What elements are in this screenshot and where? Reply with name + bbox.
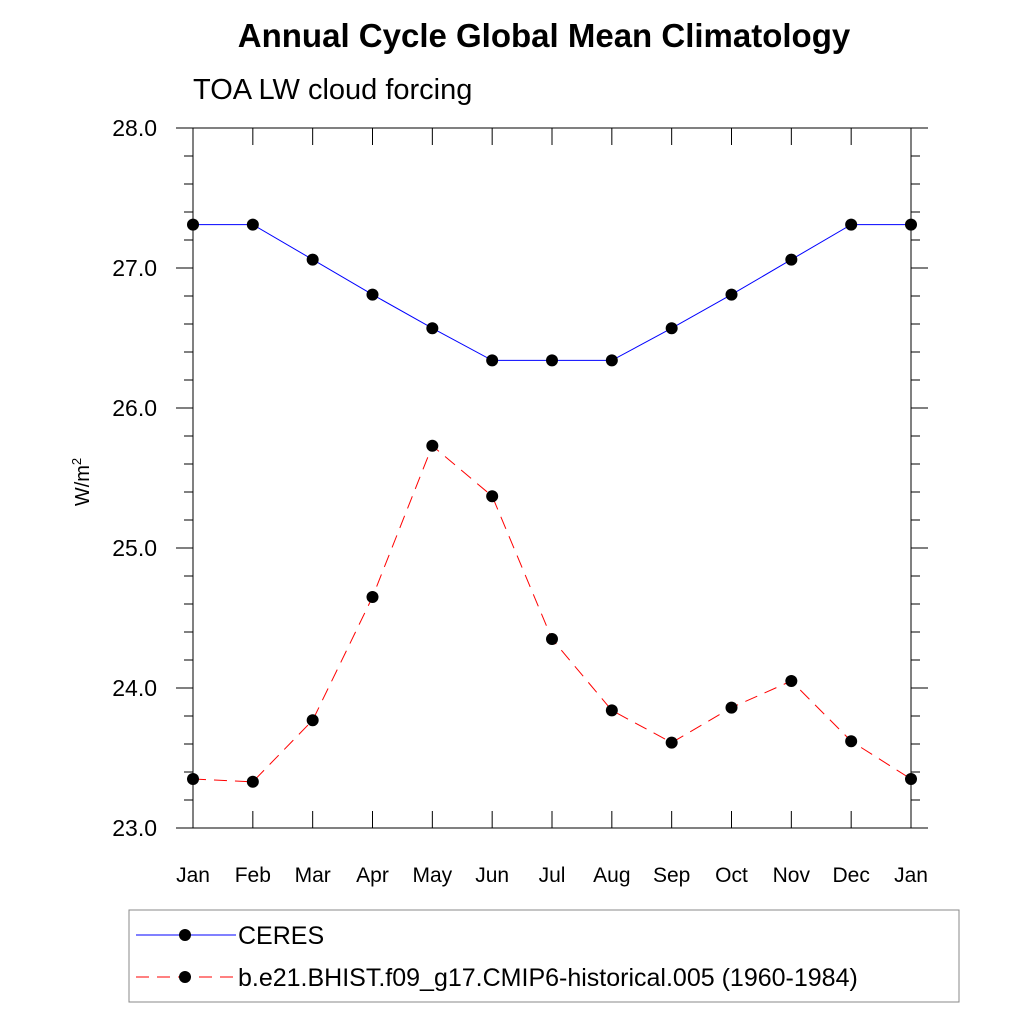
series-1-point-12 bbox=[905, 773, 917, 785]
series-0-point-4 bbox=[426, 322, 439, 335]
x-tick-label: Mar bbox=[295, 864, 331, 887]
plot-frame bbox=[192, 127, 912, 829]
x-tick-label: Jan bbox=[176, 864, 210, 887]
series-0-point-6 bbox=[546, 354, 558, 367]
y-tick-label: 26.0 bbox=[112, 395, 157, 421]
series-0-point-7 bbox=[605, 354, 618, 367]
series-1-point-5 bbox=[486, 490, 499, 503]
series-1-point-10 bbox=[785, 675, 798, 687]
legend-marker-ceres bbox=[179, 929, 191, 941]
y-tick-label: 25.0 bbox=[112, 535, 157, 561]
series-0-point-9 bbox=[725, 288, 738, 301]
x-tick-label: Apr bbox=[356, 864, 389, 887]
series-1-point-0 bbox=[187, 773, 199, 785]
series-0-point-5 bbox=[486, 354, 499, 367]
series-line-0 bbox=[193, 224, 911, 361]
y-tick-label: 27.0 bbox=[112, 255, 157, 281]
axis-ticks bbox=[176, 127, 928, 829]
y-axis-label: W/m2 bbox=[69, 458, 94, 506]
series-0-point-0 bbox=[187, 218, 199, 231]
legend-marker-model bbox=[179, 971, 191, 983]
series-0-point-12 bbox=[905, 218, 917, 231]
chart-title: Annual Cycle Global Mean Climatology bbox=[238, 17, 851, 54]
legend-label-ceres: CERES bbox=[238, 922, 324, 950]
series-0-point-8 bbox=[665, 322, 678, 335]
series-1-point-11 bbox=[845, 735, 858, 748]
x-tick-label: Nov bbox=[773, 864, 811, 887]
y-tick-label: 23.0 bbox=[112, 815, 157, 841]
y-tick-label: 24.0 bbox=[112, 675, 157, 701]
y-tick-label: 28.0 bbox=[112, 115, 157, 141]
x-tick-label: Jun bbox=[475, 864, 509, 887]
series-1-point-2 bbox=[306, 714, 319, 727]
legend-box bbox=[128, 909, 960, 1003]
x-tick-label: Jan bbox=[894, 864, 928, 887]
legend-label-model: b.e21.BHIST.f09_g17.CMIP6-historical.005… bbox=[238, 964, 858, 992]
series-0-point-10 bbox=[785, 253, 798, 266]
series-1-point-3 bbox=[366, 591, 379, 603]
x-tick-label: May bbox=[412, 864, 452, 887]
series-1-point-1 bbox=[246, 775, 259, 788]
series-1-point-6 bbox=[546, 633, 558, 645]
series-1-point-9 bbox=[725, 701, 738, 714]
series-line-1 bbox=[192, 444, 912, 783]
y-axis-tick-labels: 23.0 24.0 25.0 26.0 27.0 28.0 bbox=[112, 115, 157, 841]
x-tick-label: Sep bbox=[653, 864, 690, 887]
series-0-point-11 bbox=[845, 218, 858, 231]
series-1-point-7 bbox=[605, 704, 618, 717]
x-tick-label: Oct bbox=[715, 864, 748, 887]
x-tick-label: Feb bbox=[235, 864, 271, 887]
series-1-point-4 bbox=[426, 439, 439, 452]
chart-subtitle: TOA LW cloud forcing bbox=[193, 74, 472, 106]
series-0-point-2 bbox=[306, 253, 319, 266]
series-1-point-8 bbox=[665, 736, 678, 749]
x-tick-label: Aug bbox=[593, 864, 630, 887]
series-0-point-3 bbox=[366, 288, 379, 301]
x-tick-label: Dec bbox=[832, 864, 869, 887]
x-tick-label: Jul bbox=[539, 864, 566, 887]
series-layer bbox=[187, 218, 917, 788]
x-axis-tick-labels: Jan Feb Mar Apr May Jun Jul Aug Sep Oct Nov Dec Jan bbox=[176, 864, 928, 887]
series-0-point-1 bbox=[246, 218, 259, 231]
legend: CERES b.e21.BHIST.f09_g17.CMIP6-historic… bbox=[128, 909, 960, 1003]
